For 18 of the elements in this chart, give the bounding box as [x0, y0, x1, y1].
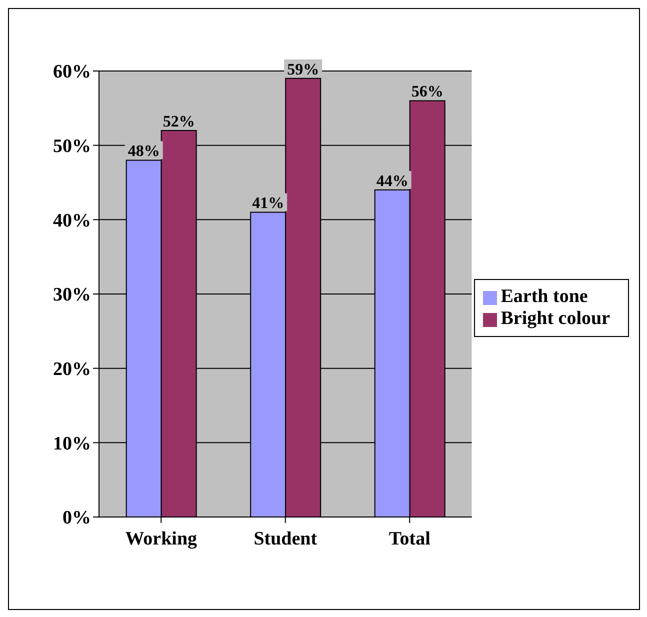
data-label: 56% [411, 84, 444, 101]
x-tick-label: Working [125, 528, 198, 550]
data-label: 52% [162, 113, 195, 130]
data-label: 48% [128, 143, 160, 160]
legend-label: Earth tone [500, 286, 588, 307]
x-tick-label: Total [388, 528, 430, 550]
data-label: 59% [287, 61, 320, 78]
y-tick-label: 20% [53, 359, 91, 380]
data-label: 44% [376, 172, 408, 190]
y-tick-label: 10% [53, 433, 91, 454]
y-tick-label: 30% [53, 284, 91, 306]
legend-label: Bright colour [500, 308, 610, 329]
x-tick-label: Student [254, 528, 318, 550]
y-tick-label: 40% [53, 210, 91, 232]
y-tick-label: 0% [62, 508, 91, 529]
y-tick-label: 60% [53, 62, 91, 83]
data-label: 41% [252, 195, 284, 212]
y-tick-label: 50% [53, 136, 91, 158]
